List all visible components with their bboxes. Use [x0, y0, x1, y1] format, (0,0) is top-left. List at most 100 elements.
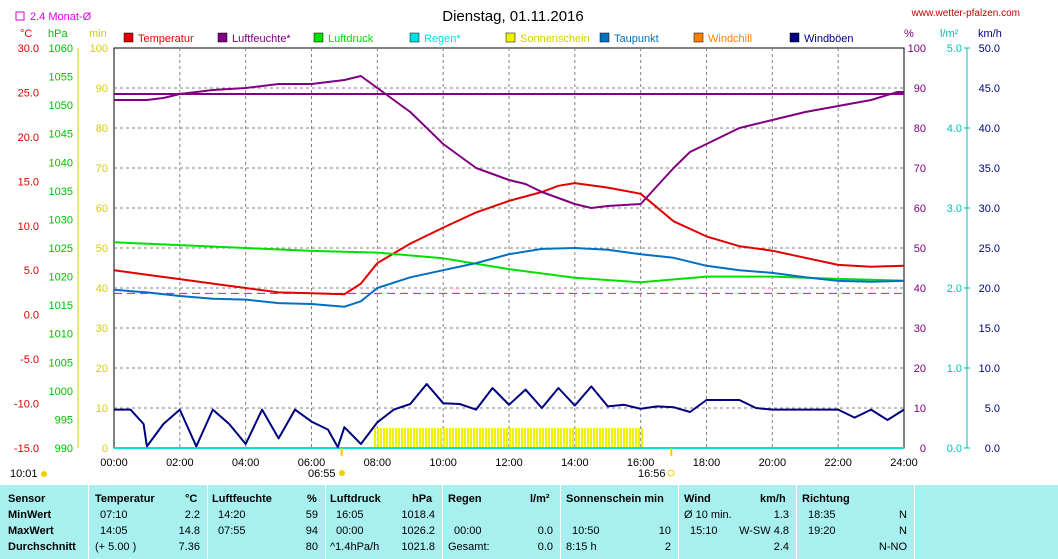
sunshine-bar: [581, 428, 584, 448]
sun-header: Sonnenschein min: [566, 493, 664, 505]
time-tick-label: 06:00: [298, 457, 326, 469]
monat-avg-icon: [15, 11, 25, 21]
min-tick-label: 0: [102, 443, 108, 455]
hpa-tick-label: 1030: [49, 214, 73, 226]
celsius-tick-label: -5.0: [20, 354, 39, 366]
row-label-max: MaxWert: [8, 525, 54, 537]
sunset-icon: [667, 469, 675, 477]
hum-avg-value: 80: [305, 541, 318, 553]
sunshine-bar: [596, 428, 599, 448]
hpa-tick-label: 1000: [49, 386, 73, 398]
hpa-tick-label: 1050: [49, 100, 73, 112]
time-tick-label: 12:00: [495, 457, 523, 469]
dir-max-value: N: [899, 525, 907, 537]
legend-swatch: [789, 32, 800, 43]
monat-avg-label: 2.4 Monat-Ø: [30, 11, 92, 23]
sunrise-time: 06:55: [308, 468, 336, 480]
site-url[interactable]: www.wetter-pfalzen.com: [911, 8, 1020, 19]
time-tick-label: 08:00: [364, 457, 392, 469]
legend-label: Regen*: [424, 33, 461, 45]
sunshine-bar: [617, 428, 620, 448]
hum-min-time: 14:20: [218, 509, 246, 521]
sunshine-bar: [578, 428, 581, 448]
sunshine-bar: [593, 428, 596, 448]
press-header: Luftdruck: [330, 493, 381, 505]
dir-header: Richtung: [802, 493, 850, 505]
sun-avg-value: 2: [664, 541, 671, 553]
divider: [796, 485, 797, 559]
time-tick-label: 24:00: [890, 457, 918, 469]
sunshine-bar: [638, 428, 641, 448]
temp-max-value: 14.8: [178, 525, 200, 537]
percent-tick-label: 10: [914, 403, 926, 415]
temp-avg-extra: (+ 5.00 ): [95, 541, 137, 553]
hpa-tick-label: 1005: [49, 357, 73, 369]
sunshine-bar: [602, 428, 605, 448]
sunshine-bar: [431, 428, 434, 448]
percent-unit: %: [904, 28, 914, 40]
hum-unit: %: [307, 493, 317, 505]
legend-item: Luftfeuchte*: [217, 32, 291, 45]
hum-max-value: 94: [305, 525, 318, 537]
wind-tick-label: 30.0: [979, 203, 1000, 215]
min-tick-label: 80: [96, 123, 108, 135]
min-tick-label: 30: [96, 323, 108, 335]
dir-max-time: 19:20: [808, 525, 836, 537]
sunshine-bar: [449, 428, 452, 448]
series-line-luftfeuchte: [114, 75, 904, 209]
rain-max-time: 00:00: [454, 525, 482, 537]
rain-unit: l/m²: [940, 28, 959, 40]
percent-tick-label: 50: [914, 243, 926, 255]
sunshine-bar: [599, 428, 602, 448]
rain-tick-label: 0.0: [947, 443, 962, 455]
hum-min-value: 59: [305, 509, 318, 521]
sunshine-bar: [536, 428, 539, 448]
wind-tick-label: 25.0: [979, 243, 1000, 255]
legend-label: Windchill: [708, 33, 752, 45]
divider: [914, 485, 915, 559]
percent-tick-label: 20: [914, 363, 926, 375]
time-tick-label: 00:00: [100, 457, 128, 469]
sunshine-bar: [497, 428, 500, 448]
sunshine-bar: [560, 428, 563, 448]
percent-tick-label: 40: [914, 283, 926, 295]
sunshine-bar: [395, 428, 398, 448]
min-tick-label: 40: [96, 283, 108, 295]
sunshine-bar: [500, 428, 503, 448]
legend-swatch: [409, 32, 420, 43]
hum-header: Luftfeuchte: [212, 493, 272, 505]
min-tick-label: 10: [96, 403, 108, 415]
sunshine-bar: [506, 428, 509, 448]
press-avg-value: 1021.8: [401, 541, 435, 553]
sunshine-bar: [515, 428, 518, 448]
divider: [325, 485, 326, 559]
sunshine-bar: [455, 428, 458, 448]
percent-tick-label: 30: [914, 323, 926, 335]
sun-total-hours: 8:15 h: [566, 541, 597, 553]
sunshine-bar: [470, 428, 473, 448]
sunshine-bar: [542, 428, 545, 448]
sunshine-bar: [446, 428, 449, 448]
hpa-unit: hPa: [48, 28, 68, 40]
divider: [207, 485, 208, 559]
divider: [560, 485, 561, 559]
hpa-tick-label: 990: [55, 443, 73, 455]
sunshine-bar: [554, 428, 557, 448]
hpa-tick-label: 1010: [49, 329, 73, 341]
celsius-tick-label: -15.0: [14, 443, 39, 455]
celsius-tick-label: 25.0: [18, 87, 39, 99]
sunshine-bar: [464, 428, 467, 448]
sunshine-bar: [398, 428, 401, 448]
press-trend: ^1.4hPa/h: [330, 541, 380, 553]
day-length: 10:01: [10, 468, 38, 480]
time-tick-label: 20:00: [759, 457, 787, 469]
hum-max-time: 07:55: [218, 525, 246, 537]
sunshine-bar: [482, 428, 485, 448]
legend-label: Sonnenschein: [520, 33, 590, 45]
hpa-tick-label: 1060: [49, 43, 73, 55]
celsius-tick-label: 0.0: [24, 310, 39, 322]
sunshine-bar: [635, 428, 638, 448]
min-tick-label: 20: [96, 363, 108, 375]
rain-total-value: 0.0: [537, 541, 553, 553]
sunshine-bar: [584, 428, 587, 448]
